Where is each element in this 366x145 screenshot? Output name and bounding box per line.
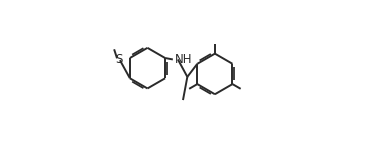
Text: NH: NH — [175, 53, 193, 66]
Text: S: S — [115, 53, 122, 66]
